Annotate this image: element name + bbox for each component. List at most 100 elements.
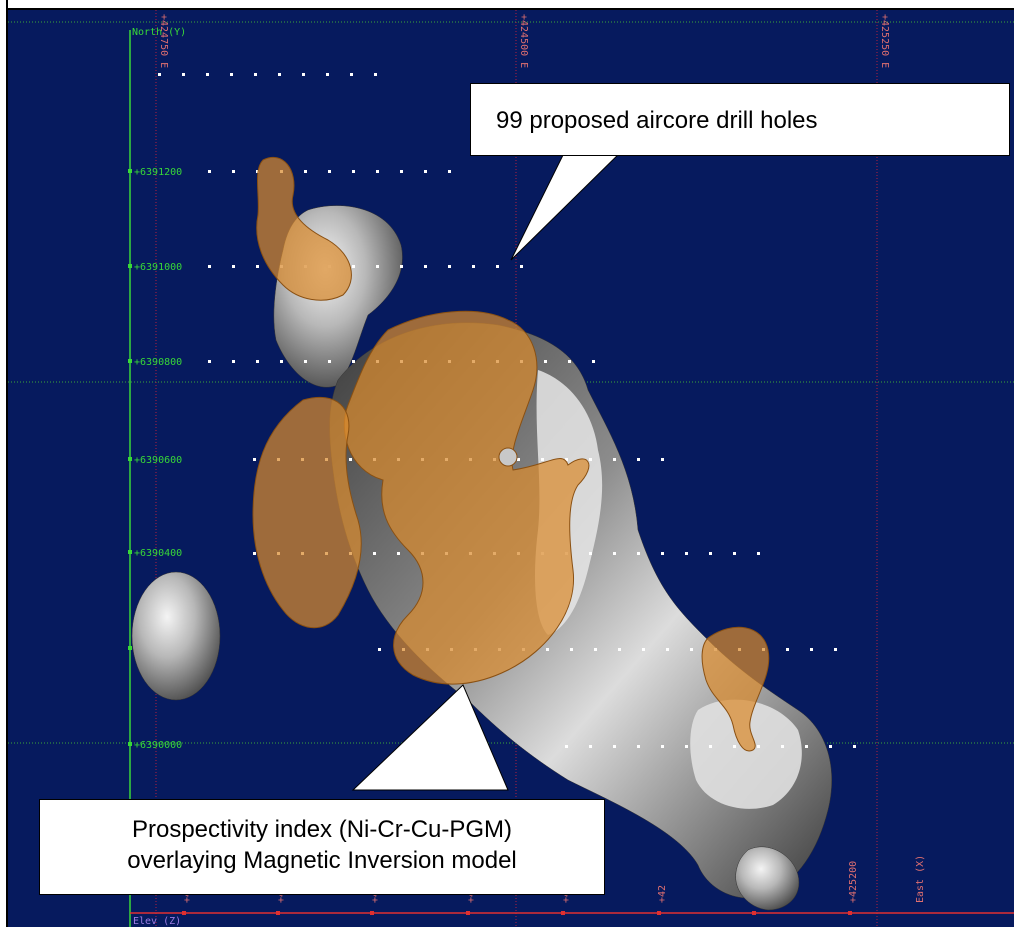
east-tick-label: +4 bbox=[370, 891, 381, 903]
square-tick-icon bbox=[128, 646, 132, 650]
north-axis-label: North (Y) bbox=[132, 27, 186, 38]
east-tick-label: +425200 bbox=[848, 861, 859, 903]
square-tick-icon bbox=[370, 911, 374, 915]
white-dot-icon bbox=[642, 648, 645, 651]
white-dot-icon bbox=[496, 265, 499, 268]
model-highlight-lower bbox=[690, 699, 802, 809]
scene-canvas[interactable]: +424750 E +424500 E +425250 E North (Y) … bbox=[8, 10, 1014, 927]
white-dot-icon bbox=[376, 170, 379, 173]
white-dot-icon bbox=[448, 265, 451, 268]
square-tick-icon bbox=[128, 742, 132, 746]
white-dot-icon bbox=[757, 552, 760, 555]
white-dot-icon bbox=[304, 360, 307, 363]
white-dot-icon bbox=[376, 265, 379, 268]
white-dot-icon bbox=[206, 73, 209, 76]
white-dot-icon bbox=[302, 73, 305, 76]
white-dot-icon bbox=[400, 170, 403, 173]
prospectivity-zone-west bbox=[252, 396, 362, 629]
north-ticks: +6391200 +6391000 +6390800 +6390600 +639… bbox=[128, 167, 182, 751]
square-tick-icon bbox=[128, 550, 132, 554]
prospectivity-zone-central bbox=[343, 310, 590, 685]
window-top-border bbox=[0, 0, 1014, 10]
white-dot-icon bbox=[570, 648, 573, 651]
white-dot-icon bbox=[613, 552, 616, 555]
east-tick-label: +4 bbox=[466, 891, 477, 903]
white-dot-icon bbox=[709, 552, 712, 555]
white-dot-icon bbox=[786, 648, 789, 651]
white-dot-icon bbox=[517, 458, 520, 461]
white-dot-icon bbox=[424, 265, 427, 268]
drill-holes-callout: 99 proposed aircore drill holes bbox=[470, 83, 1010, 156]
white-dot-icon bbox=[232, 170, 235, 173]
square-tick-icon bbox=[848, 911, 852, 915]
white-dot-icon bbox=[733, 552, 736, 555]
elev-axis-label: Elev (Z) bbox=[133, 916, 181, 927]
white-dot-icon bbox=[613, 458, 616, 461]
white-dot-icon bbox=[397, 552, 400, 555]
square-tick-icon bbox=[128, 264, 132, 268]
white-dot-icon bbox=[350, 73, 353, 76]
white-dot-icon bbox=[232, 265, 235, 268]
white-dot-icon bbox=[546, 648, 549, 651]
white-dot-icon bbox=[541, 458, 544, 461]
white-dot-icon bbox=[661, 745, 664, 748]
white-dot-icon bbox=[253, 458, 256, 461]
white-dot-icon bbox=[613, 745, 616, 748]
white-dot-icon bbox=[256, 360, 259, 363]
white-dot-icon bbox=[256, 265, 259, 268]
white-dot-icon bbox=[326, 73, 329, 76]
white-dot-icon bbox=[709, 745, 712, 748]
white-dot-icon bbox=[352, 360, 355, 363]
white-dot-icon bbox=[637, 552, 640, 555]
white-dot-icon bbox=[618, 648, 621, 651]
top-grid-labels: +424750 E +424500 E +425250 E bbox=[158, 14, 890, 68]
white-dot-icon bbox=[232, 360, 235, 363]
white-dot-icon bbox=[520, 265, 523, 268]
square-tick-icon bbox=[561, 911, 565, 915]
grid-label-1: +424750 E bbox=[158, 14, 169, 68]
white-dot-icon bbox=[230, 73, 233, 76]
white-dot-icon bbox=[733, 745, 736, 748]
3d-viewport[interactable]: +424750 E +424500 E +425250 E North (Y) … bbox=[8, 10, 1014, 927]
prospectivity-callout-line2: overlaying Magnetic Inversion model bbox=[127, 847, 517, 874]
prospectivity-zone-north bbox=[256, 157, 352, 301]
white-dot-icon bbox=[158, 73, 161, 76]
east-tick-label: +42 bbox=[657, 885, 668, 903]
white-dot-icon bbox=[661, 552, 664, 555]
white-dot-icon bbox=[568, 360, 571, 363]
white-dot-icon bbox=[256, 170, 259, 173]
white-dot-icon bbox=[666, 648, 669, 651]
white-dot-icon bbox=[594, 648, 597, 651]
white-dot-icon bbox=[254, 73, 257, 76]
white-dot-icon bbox=[208, 265, 211, 268]
grid-label-2: +424500 E bbox=[518, 14, 529, 68]
east-ticks: +4 +4 +4 +4 +4 +42 +425200 bbox=[182, 861, 859, 915]
window-left-border bbox=[0, 0, 8, 927]
white-dot-icon bbox=[253, 552, 256, 555]
white-dot-icon bbox=[304, 170, 307, 173]
prosp-callout-pointer bbox=[351, 684, 509, 791]
drill-callout-pointer bbox=[510, 144, 630, 261]
prospectivity-zone-east bbox=[701, 626, 770, 752]
white-dot-icon bbox=[805, 745, 808, 748]
north-tick-label: +6390000 bbox=[134, 740, 182, 751]
square-tick-icon bbox=[466, 911, 470, 915]
square-tick-icon bbox=[128, 359, 132, 363]
east-axis-label: East (X) bbox=[915, 855, 926, 903]
white-dot-icon bbox=[781, 745, 784, 748]
white-dot-icon bbox=[637, 458, 640, 461]
square-tick-icon bbox=[128, 169, 132, 173]
white-dot-icon bbox=[829, 745, 832, 748]
white-dot-icon bbox=[448, 170, 451, 173]
white-dot-icon bbox=[589, 745, 592, 748]
white-dot-icon bbox=[208, 360, 211, 363]
white-dot-icon bbox=[853, 745, 856, 748]
square-tick-icon bbox=[182, 911, 186, 915]
white-dot-icon bbox=[424, 170, 427, 173]
north-tick-label: +6391200 bbox=[134, 167, 182, 178]
grid-label-3: +425250 E bbox=[879, 14, 890, 68]
drill-holes-callout-text: 99 proposed aircore drill holes bbox=[496, 107, 818, 134]
white-dot-icon bbox=[690, 648, 693, 651]
white-dot-icon bbox=[352, 170, 355, 173]
model-tail bbox=[735, 846, 800, 911]
